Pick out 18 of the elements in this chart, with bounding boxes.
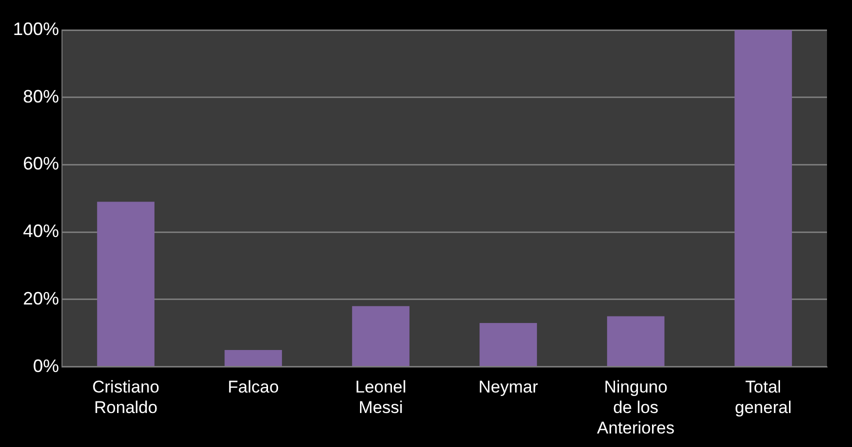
bar	[734, 30, 792, 366]
bar	[352, 306, 410, 366]
bar	[480, 323, 537, 366]
x-tick-label: Cristiano Ronaldo	[92, 378, 160, 418]
x-tick-label: Neymar	[478, 378, 538, 397]
y-tick-label: 80%	[23, 86, 60, 106]
bar	[224, 350, 282, 366]
bar	[97, 202, 154, 366]
x-tick-label: Leonel Messi	[355, 378, 406, 418]
y-tick-label: 100%	[12, 18, 60, 39]
y-tick-label: 0%	[33, 356, 60, 376]
x-tick-label: Total general	[734, 378, 792, 418]
y-tick-label: 20%	[23, 288, 60, 308]
y-tick-label: 40%	[23, 221, 60, 242]
x-tick-label: Ninguno de los Anteriores	[597, 378, 674, 438]
y-tick-label: 60%	[23, 154, 60, 174]
bar	[607, 316, 664, 366]
x-tick-label: Falcao	[228, 378, 279, 397]
